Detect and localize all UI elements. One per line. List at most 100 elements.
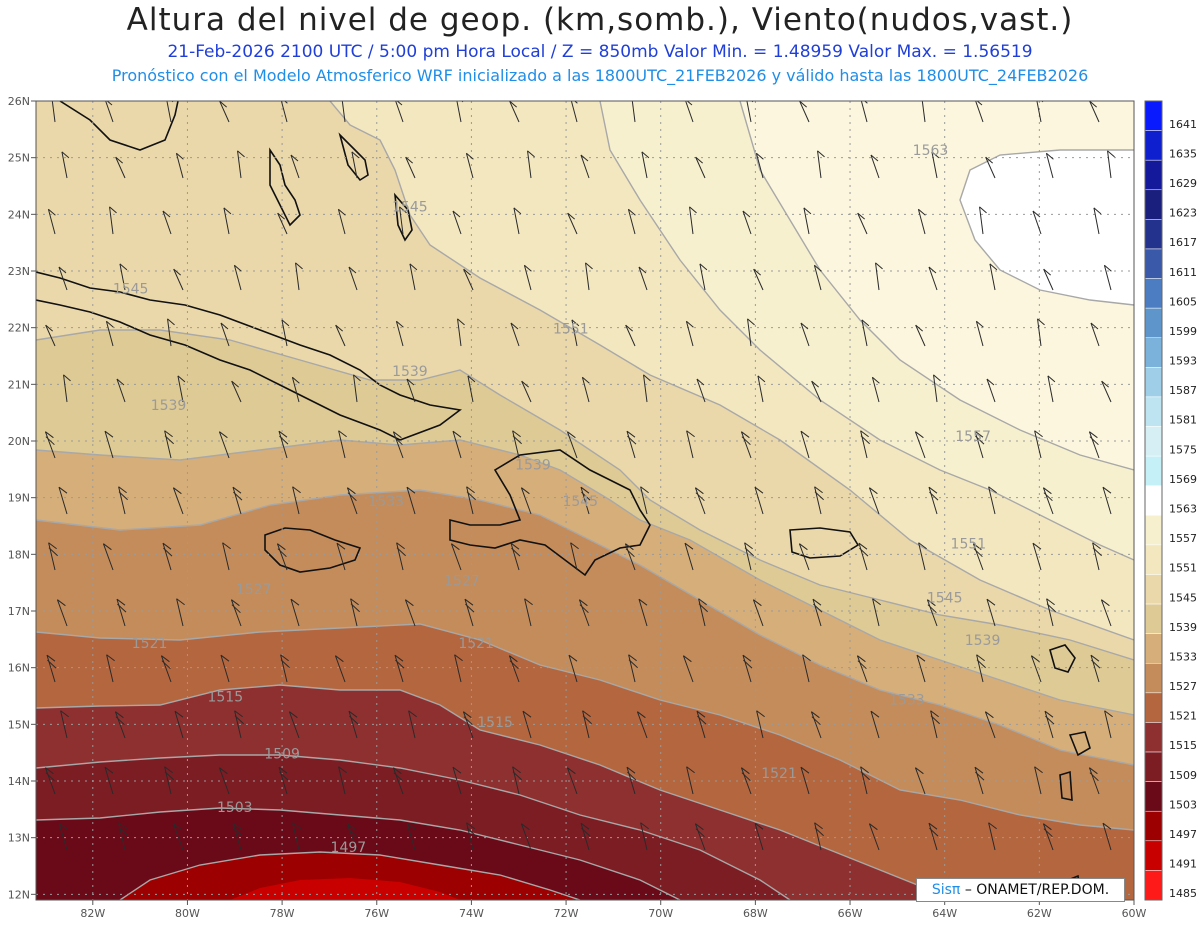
wind-barb xyxy=(685,320,694,347)
wind-barb xyxy=(857,212,868,235)
wind-barb xyxy=(753,268,764,291)
wind-barb xyxy=(523,264,532,291)
contour-label-1545: 1545 xyxy=(113,282,149,298)
wind-barb xyxy=(467,375,476,403)
colorbar-swatch-1497 xyxy=(1144,810,1163,842)
wind-barb xyxy=(58,266,68,291)
wind-barb xyxy=(346,487,358,515)
contour-label-1551: 1551 xyxy=(553,321,589,337)
lon-label: 62W xyxy=(1027,907,1052,920)
contour-label-1515: 1515 xyxy=(477,715,513,731)
wind-barb xyxy=(1034,430,1043,459)
colorbar-label-1545: 1545 xyxy=(1169,591,1197,604)
wind-barb xyxy=(392,431,404,459)
credit-box: Sisπ – ONAMET/REP.DOM. xyxy=(916,878,1125,902)
lesser-antilles-3 xyxy=(1059,770,1073,801)
wind-barb xyxy=(454,654,463,683)
wind-barb xyxy=(984,711,996,739)
wind-barb xyxy=(409,263,418,291)
wind-barb xyxy=(276,543,288,571)
colorbar-label-1539: 1539 xyxy=(1169,621,1197,634)
wind-barb xyxy=(452,430,462,459)
contour-label-1515: 1515 xyxy=(207,690,243,706)
wind-barb xyxy=(334,655,346,683)
wind-barb xyxy=(686,430,695,459)
colorbar-swatch-1533 xyxy=(1144,633,1163,664)
colorbar-label-1515: 1515 xyxy=(1169,739,1197,752)
wind-barb xyxy=(166,101,174,123)
wind-barb xyxy=(798,543,810,571)
contour-label-1521: 1521 xyxy=(458,636,494,652)
lat-label: 22N xyxy=(8,322,30,335)
wind-barb xyxy=(1032,210,1042,235)
wind-barb xyxy=(1032,542,1042,571)
wind-barb xyxy=(870,154,880,179)
wind-barb xyxy=(684,542,694,571)
map-area[interactable]: 1563 1557 1551 1551 1545 1545 1545 1545 1539 1539… xyxy=(36,95,1134,900)
colorbar-swatch-1611 xyxy=(1144,248,1163,279)
wind-barb xyxy=(222,542,231,571)
colorbar-label-1503: 1503 xyxy=(1169,798,1197,811)
wind-barb xyxy=(341,101,349,123)
wind-barb xyxy=(802,654,811,683)
contour-label-1545: 1545 xyxy=(927,591,963,607)
contour-label-1539: 1539 xyxy=(151,398,187,414)
wind-barb xyxy=(335,324,346,347)
wind-barb xyxy=(689,206,697,235)
wind-barb xyxy=(626,430,637,459)
wind-barb xyxy=(800,766,810,795)
wind-barb xyxy=(396,542,406,571)
wind-barb xyxy=(685,101,694,123)
wind-barb xyxy=(520,823,532,851)
colorbar-swatch-1503 xyxy=(1144,781,1163,812)
wind-barb xyxy=(1101,380,1112,403)
wind-barb xyxy=(571,319,580,347)
wind-barb xyxy=(1043,268,1054,291)
wind-barb xyxy=(814,822,824,851)
wind-barb xyxy=(870,710,880,739)
contour-label-1563: 1563 xyxy=(913,143,949,159)
wind-barb xyxy=(856,655,868,683)
wind-barb xyxy=(353,374,361,403)
wind-barb xyxy=(800,322,810,347)
lon-label: 80W xyxy=(175,907,200,920)
contour-label-1533: 1533 xyxy=(368,494,404,510)
colorbar-swatch-1569 xyxy=(1144,455,1163,486)
wind-barb xyxy=(230,599,242,627)
colorbar-label-1605: 1605 xyxy=(1169,295,1197,308)
wind-barb xyxy=(175,152,184,179)
lon-label: 76W xyxy=(364,907,389,920)
colorbar-swatch-1485 xyxy=(1144,870,1163,901)
wind-barb xyxy=(278,766,289,795)
lat-label: 16N xyxy=(8,662,30,675)
wind-barb xyxy=(1107,150,1115,179)
wind-barb xyxy=(510,322,520,347)
wind-barb xyxy=(162,542,173,571)
wind-barb xyxy=(464,598,475,627)
wind-barb xyxy=(346,823,358,851)
colorbar-label-1521: 1521 xyxy=(1169,710,1197,723)
colorbar-label-1593: 1593 xyxy=(1169,355,1197,368)
wind-barb xyxy=(643,374,651,403)
contour-label-1539: 1539 xyxy=(515,457,551,473)
wind-barb xyxy=(106,654,115,683)
wind-barb xyxy=(232,822,243,851)
colorbar-swatch-1581 xyxy=(1144,396,1163,427)
graticule xyxy=(36,101,1134,900)
wind-barb xyxy=(509,101,520,123)
wind-barb xyxy=(915,324,926,347)
colorbar-label-1497: 1497 xyxy=(1169,828,1197,841)
wind-barb xyxy=(512,430,522,459)
wind-barb xyxy=(755,152,764,179)
wind-barb xyxy=(234,710,244,739)
lon-label: 64W xyxy=(932,907,957,920)
wind-barb xyxy=(858,542,869,571)
wind-barb xyxy=(295,262,303,291)
wind-barb xyxy=(695,156,706,179)
wind-barb xyxy=(60,710,69,739)
contour-label-1497: 1497 xyxy=(331,840,367,856)
wind-barb xyxy=(63,374,71,403)
wind-barb xyxy=(452,766,462,795)
wind-barb xyxy=(754,486,764,515)
wind-barb xyxy=(1089,101,1100,123)
